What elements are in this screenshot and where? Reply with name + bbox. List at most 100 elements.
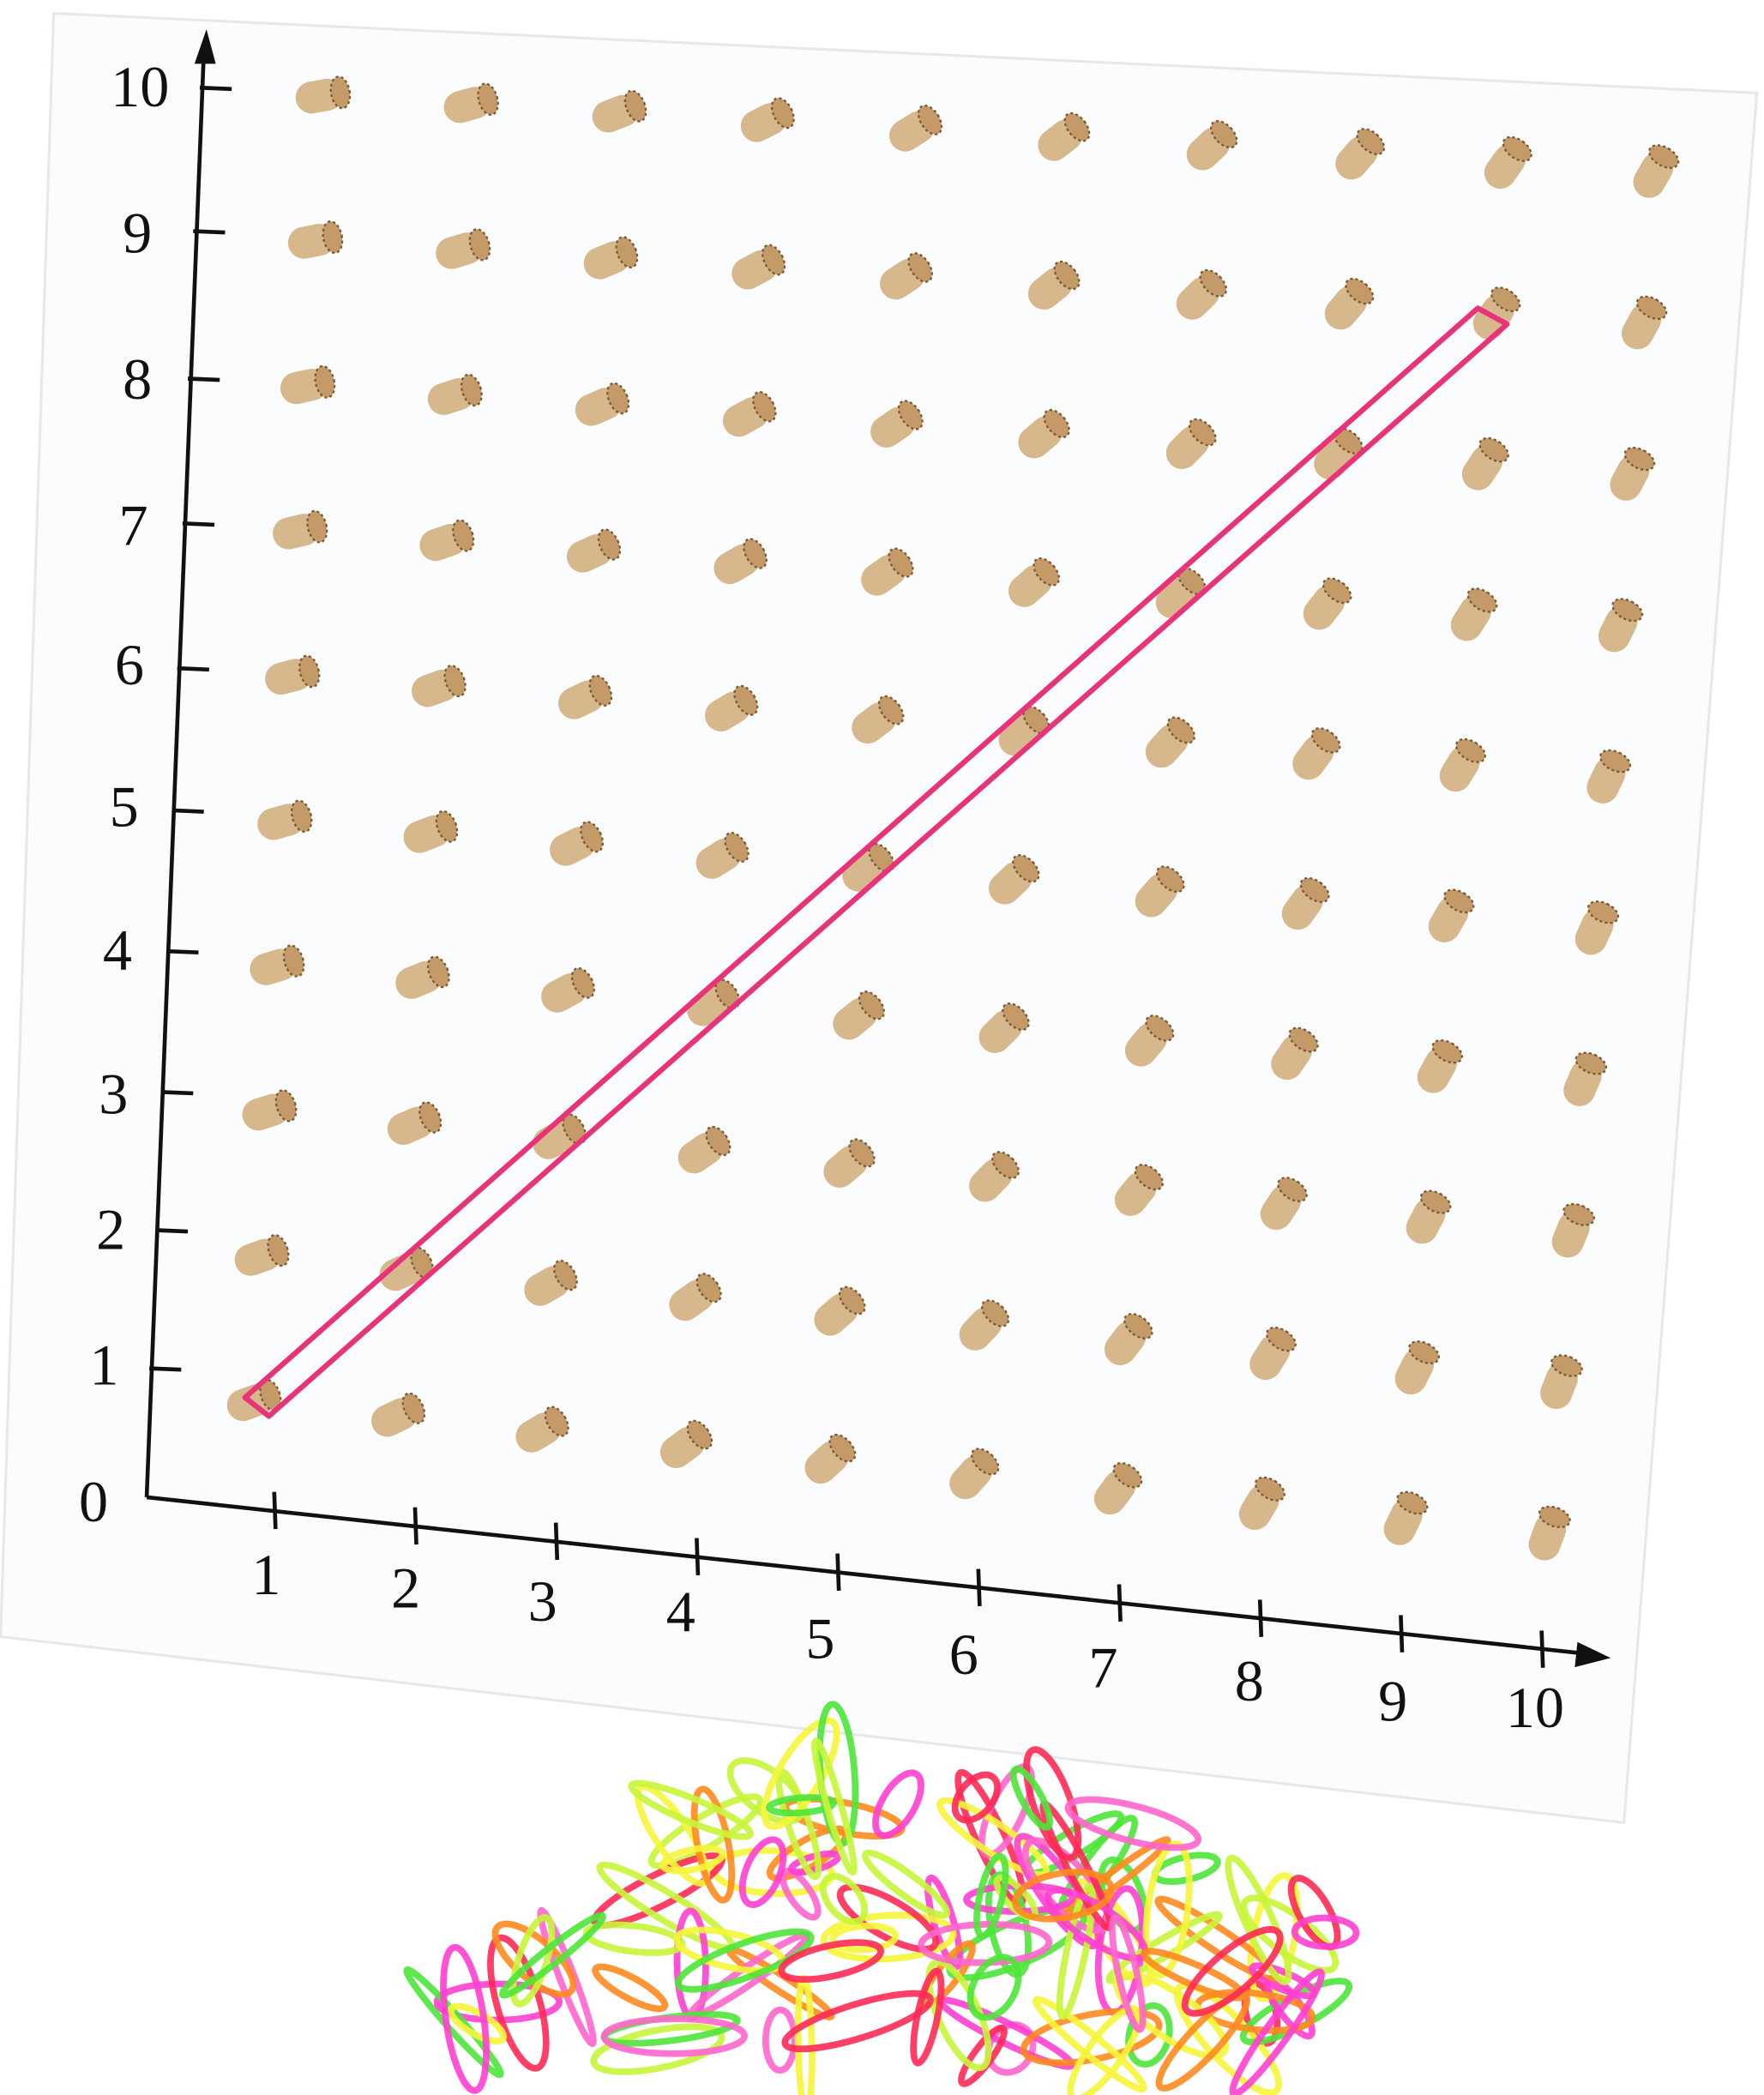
rubber-band-loop <box>498 1911 606 1999</box>
peg <box>1281 876 1330 930</box>
x-axis <box>146 1495 1589 1656</box>
peg <box>889 104 943 152</box>
peg-top <box>290 799 313 834</box>
peg <box>436 228 491 269</box>
peg-top <box>1043 408 1070 438</box>
peg <box>1633 144 1680 198</box>
rubber-band-loop <box>872 1769 924 1839</box>
peg <box>1303 577 1352 630</box>
x-tick-label: 2 <box>391 1556 420 1621</box>
pegs <box>226 75 1680 1561</box>
x-tick-label: 1 <box>251 1542 280 1607</box>
peg-top <box>1550 1354 1583 1377</box>
peg-top <box>848 1138 876 1168</box>
peg-top <box>443 665 467 698</box>
peg <box>861 547 914 596</box>
rubber-band-loop <box>1225 1854 1292 1985</box>
peg-top <box>553 1259 578 1291</box>
peg-top <box>282 944 305 978</box>
peg <box>541 966 595 1013</box>
peg-top <box>1419 1189 1452 1214</box>
peg-top <box>1562 1202 1595 1226</box>
peg-top <box>1210 119 1238 149</box>
peg <box>524 1259 578 1306</box>
rubber-band-loop <box>829 1922 900 1954</box>
x-tick-label: 7 <box>1088 1635 1117 1701</box>
rubber-band-loop <box>819 1873 869 1925</box>
peg <box>1598 598 1644 653</box>
peg-top <box>907 252 933 283</box>
rubber-band-loop <box>738 1836 787 1908</box>
peg-top <box>1574 1051 1608 1075</box>
rubber-band-loop <box>1141 1948 1247 2002</box>
y-axis-arrow <box>194 29 216 64</box>
peg-top <box>314 364 336 399</box>
rubber-band-loop <box>1142 1840 1193 1979</box>
peg <box>1406 1189 1452 1244</box>
peg-top <box>705 1125 731 1157</box>
peg <box>1383 1490 1429 1545</box>
axis-labels: 0 1 2 3 4 5 6 7 8 9 10 1 2 3 4 5 6 7 8 9 10 <box>79 54 1564 1740</box>
peg <box>533 1113 587 1159</box>
peg <box>1165 418 1217 469</box>
peg-top <box>1033 557 1061 587</box>
x-tick-label: 8 <box>1235 1648 1264 1713</box>
rubber-band-loop <box>762 2006 798 2074</box>
peg-top <box>1345 277 1375 305</box>
peg-top <box>322 220 344 255</box>
peg <box>814 1285 866 1336</box>
x-tick-label: 3 <box>528 1568 557 1634</box>
peg-top <box>1063 111 1091 142</box>
peg-top <box>1123 1313 1153 1339</box>
y-tick-label: 5 <box>110 774 139 840</box>
peg <box>1324 277 1375 330</box>
rubber-band-loop <box>1181 1926 1284 2017</box>
rubber-band-loop <box>778 1939 884 1984</box>
peg <box>731 244 786 290</box>
y-tick-label: 8 <box>123 346 152 412</box>
y-tick <box>199 85 232 92</box>
y-tick-label: 10 <box>111 54 169 119</box>
peg <box>1450 587 1498 641</box>
peg <box>1145 716 1196 768</box>
rubber-band-loop <box>592 1963 669 2013</box>
peg <box>1124 1014 1175 1067</box>
peg <box>1551 1202 1595 1258</box>
peg <box>804 1433 857 1484</box>
rubber-band-loop <box>1009 1765 1054 1831</box>
peg <box>705 684 759 731</box>
peg-top <box>597 528 622 561</box>
peg-top <box>1538 1505 1571 1529</box>
peg <box>1176 268 1228 320</box>
rubber-band-loop <box>925 1959 992 2072</box>
peg-top <box>606 382 630 415</box>
x-tick-label: 10 <box>1506 1675 1564 1740</box>
peg-top <box>1266 1326 1297 1352</box>
peg-top <box>1586 900 1620 924</box>
peg <box>371 1392 426 1437</box>
peg-top <box>1599 749 1632 774</box>
x-tick <box>272 1491 278 1530</box>
peg-top <box>970 1448 1000 1476</box>
peg <box>659 1419 713 1468</box>
peg-top <box>1611 598 1644 623</box>
peg-top <box>1299 876 1330 904</box>
peg <box>1186 119 1238 171</box>
peg <box>1135 865 1185 918</box>
peg <box>833 990 886 1040</box>
x-tick-label: 4 <box>666 1579 695 1644</box>
peg <box>427 373 483 415</box>
rubber-band-loop <box>936 1797 1050 1879</box>
peg <box>870 400 924 448</box>
peg <box>1292 727 1341 780</box>
peg <box>443 82 499 123</box>
x-tick <box>1399 1615 1405 1653</box>
peg-top <box>306 509 328 544</box>
rubber-band-loop <box>659 1845 726 1875</box>
rubber-band-loop <box>440 1943 490 2094</box>
peg <box>1018 408 1070 459</box>
y-tick <box>172 808 204 814</box>
peg-top <box>1454 737 1486 763</box>
